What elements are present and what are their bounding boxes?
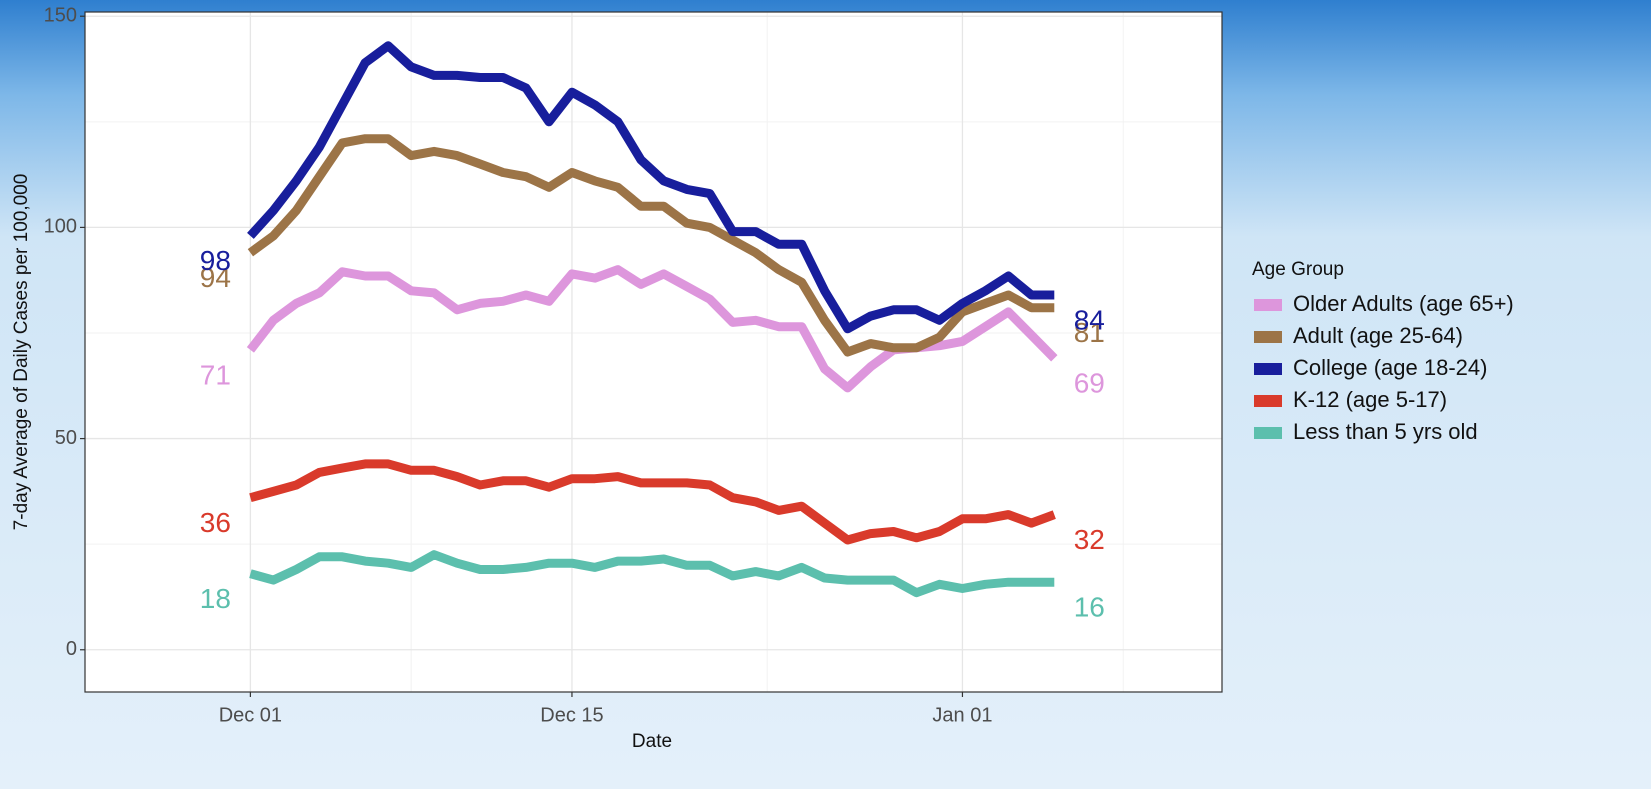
series-line [249, 550, 1055, 598]
end-label: 84 [1074, 304, 1105, 335]
end-label: 81 [1074, 317, 1105, 348]
legend-label: College (age 18-24) [1293, 355, 1487, 380]
start-label: 71 [200, 359, 231, 390]
end-label: 16 [1074, 592, 1105, 623]
series-line [247, 41, 1055, 334]
lines [246, 41, 1058, 598]
series-line [247, 134, 1055, 357]
y-axis-title: 7-day Average of Daily Cases per 100,000 [11, 174, 32, 531]
start-label: 98 [200, 245, 231, 276]
x-tick-label: Dec 01 [219, 704, 282, 726]
x-axis-title: Date [632, 731, 672, 752]
end-label: 32 [1074, 524, 1105, 555]
panel-border [84, 11, 1223, 693]
y-tick-label: 100 [44, 216, 77, 238]
legend-label: K-12 (age 5-17) [1293, 387, 1447, 412]
legend-label: Older Adults (age 65+) [1293, 291, 1514, 316]
start-label: 36 [200, 507, 231, 538]
x-tick-label: Dec 15 [540, 704, 603, 726]
y-tick-label: 50 [55, 427, 77, 449]
legend-title: Age Group [1252, 259, 1344, 280]
grid [85, 12, 1222, 692]
legend-label: Adult (age 25-64) [1293, 323, 1463, 348]
x-tick-label: Jan 01 [932, 704, 992, 726]
start-label: 94 [200, 262, 231, 293]
end-label: 69 [1074, 368, 1105, 399]
start-label: 18 [200, 583, 231, 614]
y-tick-label: 0 [66, 638, 77, 660]
y-tick-label: 150 [44, 5, 77, 27]
series-line [249, 459, 1056, 545]
legend-label: Less than 5 yrs old [1293, 419, 1478, 444]
